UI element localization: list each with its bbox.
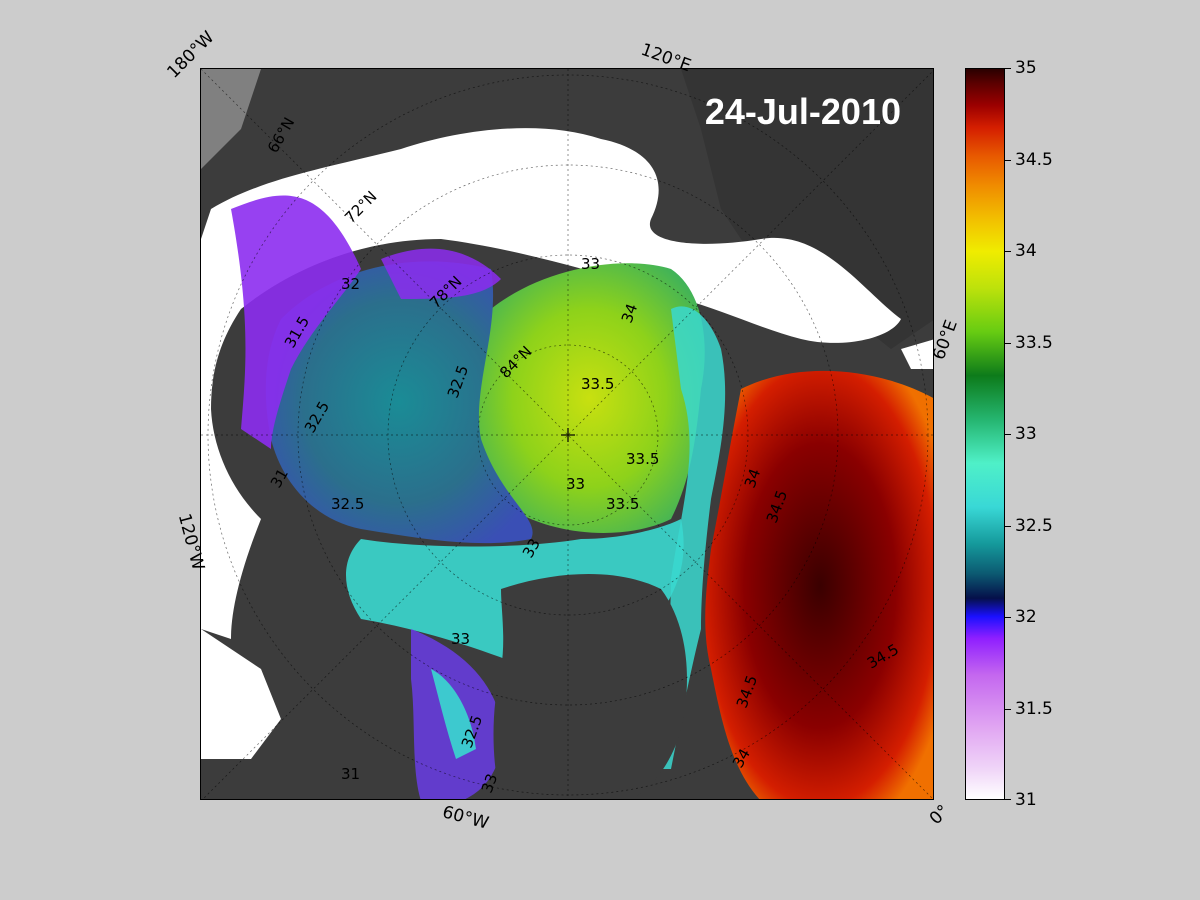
central-arctic-region <box>473 263 705 533</box>
colorbar-tick <box>1005 525 1011 527</box>
beaufort-region <box>265 261 533 544</box>
date-label: 24-Jul-2010 <box>704 91 901 132</box>
ice-layer <box>201 128 933 759</box>
contour-label: 33.5 <box>626 450 659 468</box>
contour-label: 33 <box>478 771 501 795</box>
contour-label: 32 <box>341 275 360 293</box>
colorbar-tick <box>1005 68 1011 69</box>
greenland <box>493 574 687 799</box>
contour-label: 31 <box>341 765 360 783</box>
longitude-label-0: 0° <box>925 801 954 829</box>
contour-label: 34 <box>618 301 641 325</box>
colorbar-tick <box>1005 434 1011 435</box>
colorbar <box>965 68 1005 800</box>
north-pole-marker <box>561 428 575 442</box>
colorbar-tick-label: 31.5 <box>1015 698 1053 719</box>
colorbar-tick <box>1005 342 1011 344</box>
colorbar-tick-label: 34.5 <box>1015 149 1053 170</box>
colorbar-tick-label: 35 <box>1015 58 1037 78</box>
map-canvas: 31 31.5 32 32.5 32.5 33 33.5 34 33.5 33 … <box>201 69 933 799</box>
colorbar-tick-label: 32 <box>1015 607 1037 627</box>
fresh-water-band <box>231 195 361 449</box>
colorbar-tick <box>1005 159 1011 161</box>
colorbar-tick-label: 31 <box>1015 790 1037 810</box>
contour-label: 34 <box>741 466 764 490</box>
contour-label: 33 <box>581 255 600 273</box>
colorbar-tick <box>1005 251 1011 252</box>
colorbar-tick-label: 32.5 <box>1015 515 1053 536</box>
contour-label: 33 <box>451 630 470 648</box>
colorbar-tick-label: 33 <box>1015 424 1037 444</box>
longitude-label-60w: 60°W <box>440 802 491 834</box>
contour-label: 33.5 <box>606 495 639 513</box>
salinity-map: 31 31.5 32 32.5 32.5 33 33.5 34 33.5 33 … <box>200 68 934 800</box>
colorbar-tick-label: 33.5 <box>1015 332 1053 353</box>
atlantic-region <box>705 370 933 799</box>
colorbar-tick-label: 34 <box>1015 241 1037 261</box>
colorbar-tick <box>1005 799 1011 800</box>
contour-label: 32.5 <box>331 495 364 513</box>
colorbar-tick <box>1005 617 1011 618</box>
colorbar-tick <box>1005 708 1011 710</box>
contour-label: 33 <box>566 475 585 493</box>
contour-label: 33.5 <box>581 375 614 393</box>
